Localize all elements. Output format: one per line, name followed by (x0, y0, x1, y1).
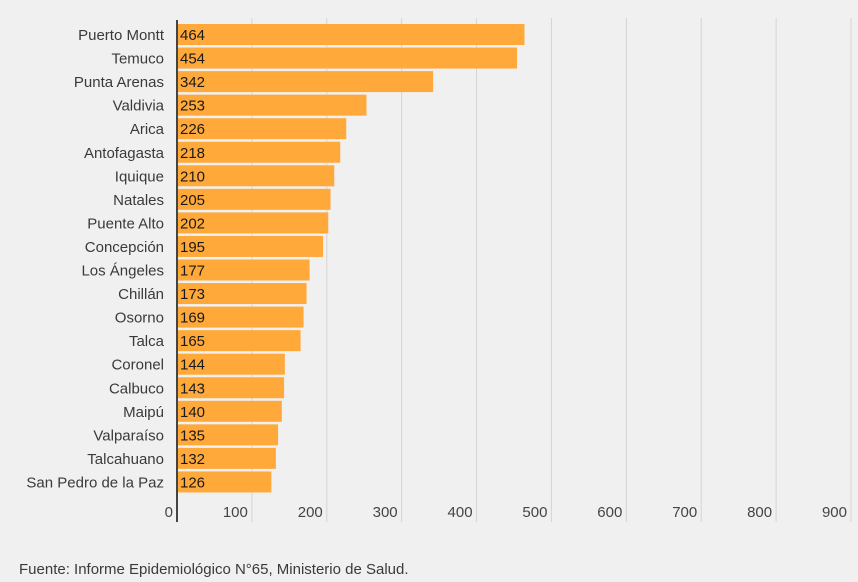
bar (177, 400, 282, 422)
x-tick-label: 900 (822, 504, 847, 521)
category-label: San Pedro de la Paz (26, 474, 164, 491)
bar (177, 188, 331, 210)
x-tick-label: 400 (448, 504, 473, 521)
category-label: Iquique (115, 168, 164, 185)
value-label: 202 (180, 215, 205, 232)
bar (177, 141, 341, 163)
bar (177, 283, 307, 305)
bar (177, 306, 304, 328)
value-label: 143 (180, 380, 205, 397)
category-label: Coronel (111, 357, 164, 374)
value-label: 126 (180, 474, 205, 491)
value-label: 132 (180, 451, 205, 468)
category-label: Valparaíso (93, 427, 164, 444)
value-label: 177 (180, 263, 205, 280)
bar (177, 24, 525, 45)
bar (177, 118, 347, 140)
x-tick-label: 700 (672, 504, 697, 521)
value-label: 173 (180, 286, 205, 303)
bar (177, 212, 329, 234)
bar (177, 447, 276, 469)
value-label: 135 (180, 427, 205, 444)
bar (177, 47, 517, 69)
category-label: Maipú (123, 404, 164, 421)
x-tick-label: 500 (522, 504, 547, 521)
category-label: Chillán (118, 286, 164, 303)
x-tick-label: 0 (165, 504, 173, 521)
x-tick-label: 100 (223, 504, 248, 521)
bar (177, 424, 279, 446)
category-label: Temuco (111, 51, 164, 68)
bar (177, 259, 310, 281)
value-label: 218 (180, 145, 205, 162)
x-tick-label: 600 (597, 504, 622, 521)
value-label: 342 (180, 74, 205, 91)
bar (177, 377, 285, 399)
bar (177, 94, 367, 116)
category-label: Talca (129, 333, 165, 350)
bar (177, 71, 434, 93)
value-label: 165 (180, 333, 205, 350)
category-label: Talcahuano (87, 451, 164, 468)
value-label: 253 (180, 98, 205, 115)
category-label: Natales (113, 192, 164, 209)
x-tick-label: 300 (373, 504, 398, 521)
x-tick-label: 200 (298, 504, 323, 521)
bar (177, 330, 301, 352)
bar-chart: 0 100 200 300 400 500 600 700 800 900 Puerto Montt… (26, 18, 852, 522)
value-label: 205 (180, 192, 205, 209)
bar (177, 471, 272, 493)
value-label: 226 (180, 121, 205, 138)
category-label: Los Ángeles (81, 263, 164, 280)
category-label: Arica (130, 121, 165, 138)
x-tick-label: 800 (747, 504, 772, 521)
category-label: Valdivia (113, 98, 165, 115)
value-label: 144 (180, 357, 205, 374)
value-label: 195 (180, 239, 205, 256)
bar (177, 235, 324, 257)
category-label: Puerto Montt (78, 27, 165, 44)
category-label: Puente Alto (87, 215, 164, 232)
category-label: Antofagasta (84, 145, 165, 162)
value-label: 169 (180, 310, 205, 327)
value-label: 464 (180, 27, 205, 44)
source-note: Fuente: Informe Epidemiológico N°65, Min… (19, 561, 409, 578)
category-label: Osorno (115, 310, 164, 327)
value-label: 454 (180, 51, 205, 68)
bar (177, 353, 285, 375)
bar (177, 165, 335, 187)
value-label: 140 (180, 404, 205, 421)
value-label: 210 (180, 168, 205, 185)
category-label: Concepción (85, 239, 164, 256)
category-label: Punta Arenas (74, 74, 164, 91)
category-label: Calbuco (109, 380, 164, 397)
